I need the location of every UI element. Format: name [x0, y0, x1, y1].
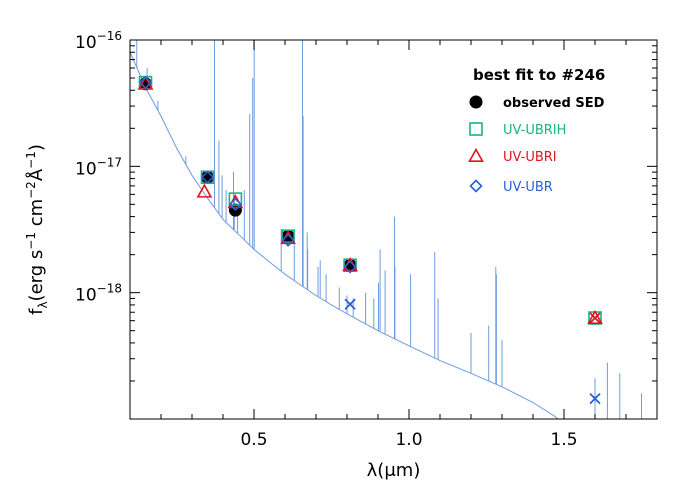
ylabel-f: f [26, 308, 47, 315]
data-point-uv-ubrih [228, 192, 243, 206]
x-stroke [344, 298, 356, 310]
legend-marker-uv-ubrih [469, 122, 483, 136]
data-point-uv-ubr [138, 75, 153, 90]
x-stroke [589, 312, 601, 324]
tick-labels: 0.5 1.0 1.5 10−16 10−17 10−18 [75, 29, 577, 450]
x-tick-label: 1.5 [550, 430, 577, 450]
data-point-extra [589, 392, 601, 405]
data-point-extra [589, 312, 601, 324]
legend-title: best fit to #246 [473, 66, 605, 84]
legend-marker-uv-ubr [469, 179, 483, 193]
data-point-uv-ubri [587, 309, 603, 325]
y-tick-label: 10−16 [75, 29, 122, 53]
data-point-uv-ubr [228, 197, 243, 211]
data-markers [137, 75, 603, 405]
ylabel-exp3: −1 [24, 151, 38, 169]
ylabel-erg: (erg s [26, 250, 47, 302]
y-tick-label: 10−18 [75, 282, 122, 306]
data-point-uv-ubr [281, 233, 295, 247]
data-point-extra [344, 298, 356, 310]
ylabel-angstrom: Å [25, 168, 47, 181]
model-spectrum [129, 40, 642, 420]
legend-label-uv-ubr: UV-UBR [503, 180, 553, 195]
x-axis-label: λ(μm) [367, 460, 421, 481]
ylabel-cm: cm [26, 199, 47, 232]
x-tick-label: 1.0 [395, 430, 422, 450]
legend-marker-observed-sed [469, 95, 483, 109]
data-point-observed-sed [281, 229, 295, 243]
legend-label-uv-ubrih: UV-UBRIH [503, 123, 566, 138]
y-tick-label: 10−17 [75, 155, 122, 179]
x-tick-label: 0.5 [240, 430, 267, 450]
ylabel-close: ) [26, 144, 47, 151]
legend: best fit to #246 observed SED UV-UBRIH UV-… [468, 66, 605, 195]
plot-frame [129, 39, 658, 420]
data-point-uv-ubr [343, 260, 357, 274]
spectrum-continuum [129, 51, 559, 420]
ylabel-exp1: −1 [24, 232, 38, 250]
ylabel-exp2: −2 [24, 181, 38, 199]
data-point-uv-ubr [200, 170, 215, 184]
legend-marker-uv-ubri [468, 147, 484, 162]
axis-ticks [130, 39, 657, 419]
ylabel-lambda-sub: λ [36, 301, 50, 308]
x-stroke [589, 392, 601, 405]
legend-label-observed-sed: observed SED [503, 96, 605, 111]
legend-label-uv-ubri: UV-UBRI [503, 150, 557, 165]
y-axis-label: fλ(erg s−1 cm−2Å−1) [24, 144, 50, 315]
data-point-uv-ubri [196, 183, 213, 198]
